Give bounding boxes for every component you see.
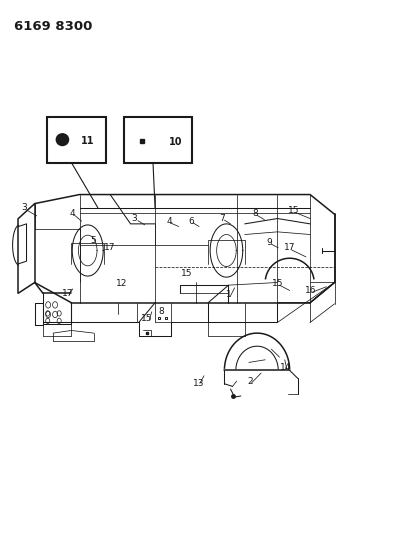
Text: 7: 7 <box>220 214 225 223</box>
Text: 10: 10 <box>169 138 183 147</box>
Text: 15: 15 <box>272 279 283 288</box>
Text: 8: 8 <box>158 308 164 316</box>
Text: 14: 14 <box>280 364 291 372</box>
Text: 15: 15 <box>181 269 193 278</box>
Text: 6169 8300: 6169 8300 <box>14 20 93 33</box>
Text: 6: 6 <box>188 217 194 225</box>
Ellipse shape <box>56 134 69 146</box>
Text: 4: 4 <box>70 209 75 217</box>
Text: 17: 17 <box>284 244 295 252</box>
Text: 2: 2 <box>247 377 253 385</box>
Text: 11: 11 <box>81 136 94 146</box>
Bar <box>124 117 192 163</box>
Text: 17: 17 <box>62 289 73 297</box>
Bar <box>47 117 106 163</box>
Text: 3: 3 <box>132 214 137 223</box>
Text: 8: 8 <box>252 209 258 217</box>
Text: 3: 3 <box>22 204 27 212</box>
Text: 17: 17 <box>104 244 115 252</box>
Text: 1: 1 <box>226 290 231 298</box>
Text: 13: 13 <box>193 379 205 388</box>
Text: 15: 15 <box>141 314 153 322</box>
Text: 4: 4 <box>166 217 172 225</box>
Text: 12: 12 <box>116 279 127 288</box>
Text: 15: 15 <box>288 206 299 215</box>
Text: 16: 16 <box>305 286 317 295</box>
Text: 5: 5 <box>90 237 96 245</box>
Text: 9: 9 <box>266 238 272 247</box>
